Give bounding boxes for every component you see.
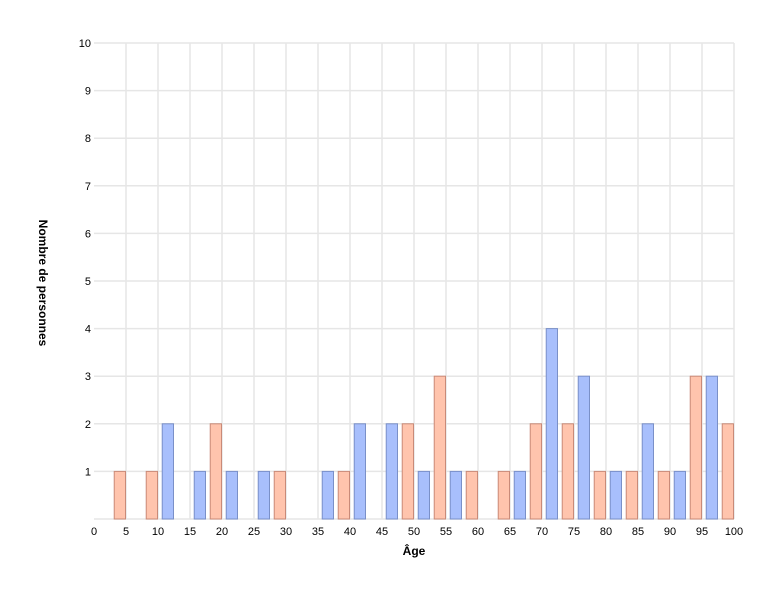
y-axis-label: Nombre de personnes [36, 220, 50, 347]
bar [689, 375, 702, 520]
x-tick-label: 30 [280, 526, 292, 538]
x-tick-label: 80 [600, 526, 612, 538]
y-axis-ticks: 1 2 3 4 5 6 7 8 9 10 [79, 38, 91, 478]
x-tick-label: 85 [632, 526, 644, 538]
x-axis-ticks: 0 5 10 15 20 25 30 35 40 45 50 55 60 65 70 75 80 85 90 95 10… [91, 526, 743, 538]
y-tick-label: 9 [85, 86, 91, 98]
bar [353, 423, 366, 520]
x-tick-label: 70 [536, 526, 548, 538]
y-tick-label: 6 [85, 228, 91, 240]
bar [593, 470, 606, 520]
bars [113, 328, 734, 520]
x-tick-label: 15 [184, 526, 196, 538]
x-tick-label: 5 [123, 526, 129, 538]
y-tick-label: 3 [85, 371, 91, 383]
x-tick-label: 45 [376, 526, 388, 538]
x-tick-label: 35 [312, 526, 324, 538]
bar [337, 470, 350, 520]
y-tick-label: 1 [85, 466, 91, 478]
bar [433, 375, 446, 520]
bar [673, 470, 686, 520]
x-tick-label: 20 [216, 526, 228, 538]
x-tick-label: 55 [440, 526, 452, 538]
bar [561, 423, 574, 520]
x-tick-label: 25 [248, 526, 260, 538]
bar [257, 470, 270, 520]
bar [577, 375, 590, 520]
bar [449, 470, 462, 520]
x-tick-label: 75 [568, 526, 580, 538]
bar [145, 470, 158, 520]
bar [225, 470, 238, 520]
x-tick-label: 0 [91, 526, 97, 538]
bar [417, 470, 430, 520]
y-tick-label: 10 [79, 38, 91, 50]
bar [209, 423, 222, 520]
bar [401, 423, 414, 520]
x-tick-label: 100 [725, 526, 743, 538]
x-tick-label: 90 [664, 526, 676, 538]
bar [161, 423, 174, 520]
grid [94, 42, 735, 520]
bar [657, 470, 670, 520]
x-tick-label: 10 [152, 526, 164, 538]
bar [385, 423, 398, 520]
y-tick-label: 8 [85, 133, 91, 145]
bar [497, 470, 510, 520]
bar [641, 423, 654, 520]
bar [321, 470, 334, 520]
bar [113, 470, 126, 520]
x-tick-label: 50 [408, 526, 420, 538]
x-tick-label: 65 [504, 526, 516, 538]
bar [721, 423, 734, 520]
y-tick-label: 7 [85, 181, 91, 193]
bar [705, 375, 718, 520]
x-axis-label: Âge [403, 543, 426, 558]
y-tick-label: 5 [85, 276, 91, 288]
bar [193, 470, 206, 520]
x-tick-label: 60 [472, 526, 484, 538]
x-tick-label: 40 [344, 526, 356, 538]
y-tick-label: 2 [85, 419, 91, 431]
bar [625, 470, 638, 520]
bar [545, 328, 558, 520]
bar [513, 470, 526, 520]
bar [529, 423, 542, 520]
bar [273, 470, 286, 520]
x-tick-label: 95 [696, 526, 708, 538]
y-tick-label: 4 [85, 324, 91, 336]
bar [465, 470, 478, 520]
bar [609, 470, 622, 520]
